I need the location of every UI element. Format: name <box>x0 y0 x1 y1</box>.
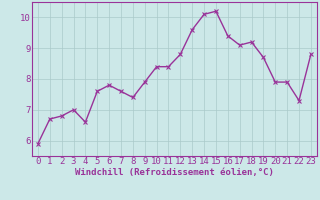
X-axis label: Windchill (Refroidissement éolien,°C): Windchill (Refroidissement éolien,°C) <box>75 168 274 177</box>
